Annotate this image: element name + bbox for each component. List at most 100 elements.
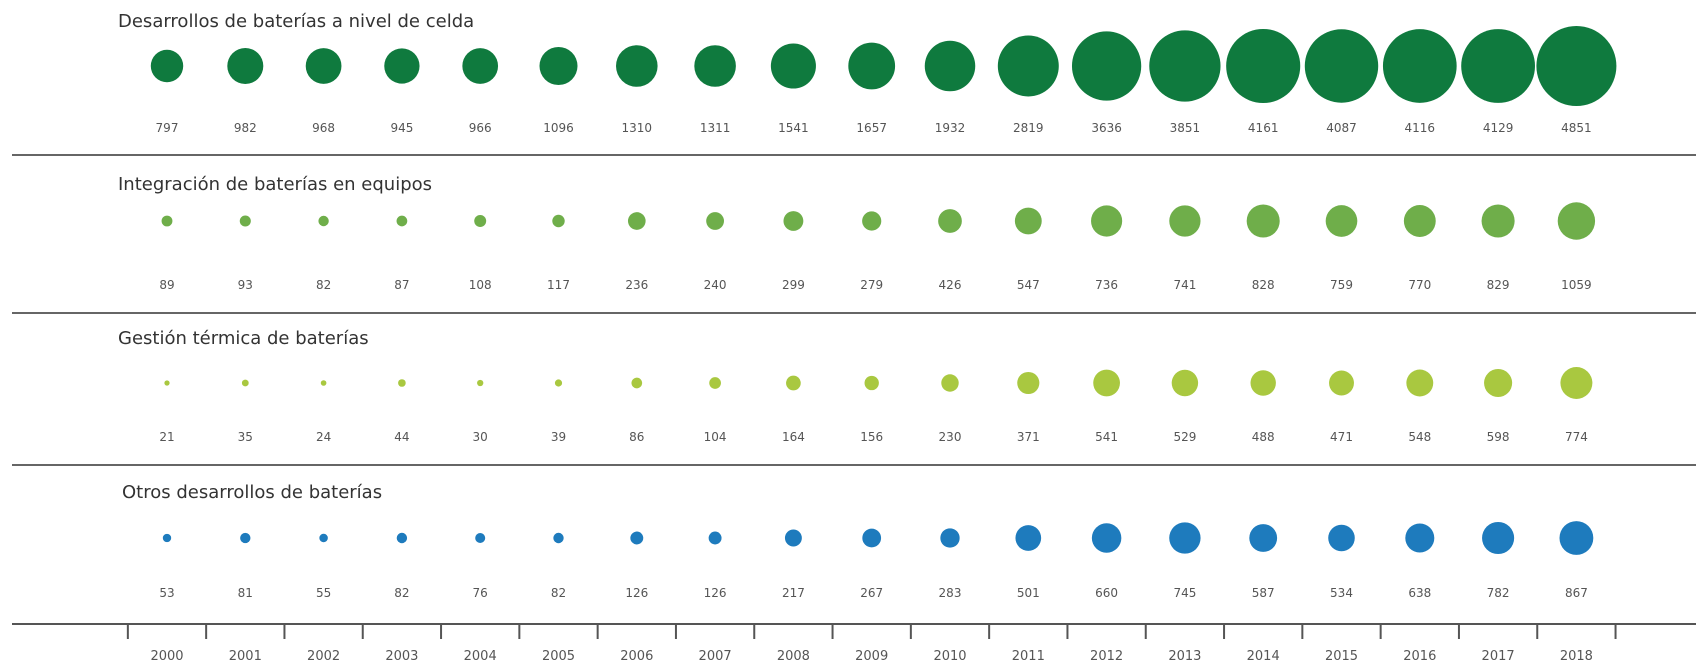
value-label: 230 [939,430,962,444]
bubble [784,529,802,547]
value-label: 782 [1487,586,1510,600]
value-label: 598 [1487,430,1510,444]
bubble [552,214,565,228]
bubble [1015,525,1042,551]
value-label: 966 [469,121,492,135]
value-label: 93 [238,278,253,292]
bubble [1014,207,1042,235]
year-tick-label: 2004 [464,649,497,664]
bubble [1149,30,1221,102]
bubble [539,46,578,86]
year-tick-label: 2007 [699,649,732,664]
bubble [164,380,170,386]
bubble [396,532,408,544]
bubble [924,40,976,92]
value-label: 3636 [1091,121,1122,135]
value-label: 501 [1017,586,1040,600]
bubble [1246,204,1280,238]
bubble [1482,521,1515,555]
bubble [1536,26,1617,106]
value-label: 982 [234,121,257,135]
value-label: 24 [316,430,331,444]
series-row: Integración de baterías en equipos 89 93 82… [12,174,1696,314]
bubble [864,375,879,391]
series-title: Desarrollos de baterías a nivel de celda [118,11,474,32]
bubble [997,35,1059,97]
value-label: 587 [1252,586,1275,600]
value-label: 217 [782,586,805,600]
year-tick-label: 2001 [229,649,262,664]
value-label: 104 [704,430,727,444]
value-label: 828 [1252,278,1275,292]
bubble [396,215,408,227]
series-title: Gestión térmica de baterías [118,328,369,349]
bubble [1560,367,1593,399]
bubble [627,212,646,230]
value-label: 156 [860,430,883,444]
bubble [477,379,484,387]
value-label: 4851 [1561,121,1592,135]
bubble [938,209,962,233]
value-label: 1310 [622,121,653,135]
bubble [1304,29,1379,103]
bubble [475,532,486,544]
year-tick-label: 2012 [1090,649,1123,664]
bubble [150,49,184,83]
bubble [384,48,420,84]
year-tick-label: 2008 [777,649,810,664]
value-label: 4129 [1483,121,1514,135]
value-label: 30 [473,430,488,444]
bubble [305,48,342,84]
year-tick-label: 2014 [1247,649,1280,664]
value-label: 283 [939,586,962,600]
value-label: 638 [1408,586,1431,600]
value-label: 541 [1095,430,1118,444]
bubble [398,379,406,387]
year-tick-label: 2005 [542,649,575,664]
bubble [241,379,249,387]
value-label: 267 [860,586,883,600]
value-label: 126 [625,586,648,600]
value-label: 55 [316,586,331,600]
value-label: 529 [1173,430,1196,444]
year-tick-label: 2010 [933,649,966,664]
series-title: Otros desarrollos de baterías [122,482,382,503]
value-label: 1541 [778,121,809,135]
value-label: 968 [312,121,335,135]
value-label: 53 [159,586,174,600]
year-tick-label: 2002 [307,649,340,664]
value-label: 108 [469,278,492,292]
value-label: 89 [159,278,174,292]
bubble [1171,369,1199,397]
bubble [1405,523,1435,553]
bubble [631,377,643,389]
series-rows: Desarrollos de baterías a nivel de celda… [12,11,1696,600]
year-tick-label: 2003 [385,649,418,664]
value-label: 774 [1565,430,1588,444]
year-tick-label: 2018 [1560,649,1593,664]
bubble [1382,29,1457,103]
value-label: 534 [1330,586,1353,600]
value-label: 279 [860,278,883,292]
value-label: 770 [1408,278,1431,292]
bubble [162,533,172,543]
value-label: 867 [1565,586,1588,600]
value-label: 35 [238,430,253,444]
value-label: 488 [1252,430,1275,444]
value-label: 371 [1017,430,1040,444]
bubble [319,533,328,543]
bubble [770,43,816,89]
bubble [1328,524,1355,552]
bubble [1071,31,1142,101]
series-row: Otros desarrollos de baterías 53 81 55 82 76 8… [122,482,1594,600]
year-tick-label: 2011 [1012,649,1045,664]
bubble [161,215,173,227]
bubble [616,45,658,87]
bubble [1484,368,1513,398]
value-label: 1932 [935,121,966,135]
bubble [227,48,264,84]
bubble [462,48,499,84]
series-title: Integración de baterías en equipos [118,174,432,195]
value-label: 82 [551,586,566,600]
